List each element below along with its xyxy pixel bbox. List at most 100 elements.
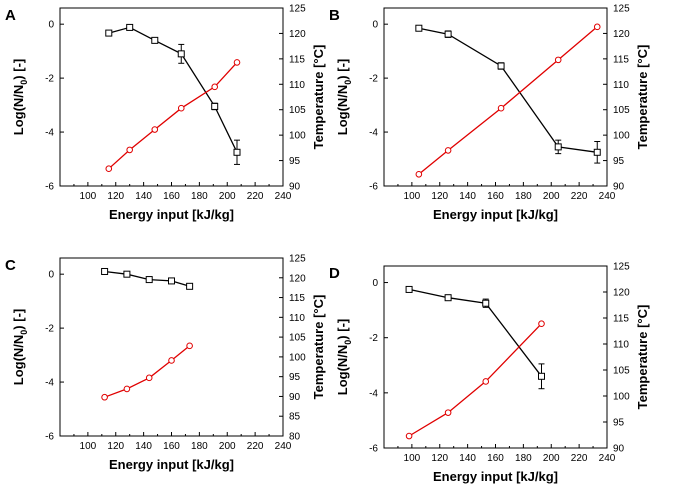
temperature-line: [104, 345, 191, 398]
x-tick-label: 220: [247, 441, 264, 452]
y-left-tick-label: -4: [369, 128, 378, 139]
y-right-tick-label: 110: [289, 313, 305, 324]
x-tick-label: 240: [599, 191, 616, 202]
x-tick-label: 180: [191, 441, 208, 452]
plot-frame: [383, 265, 608, 449]
log-reduction-point: [233, 148, 241, 156]
x-axis-title: Energy input [kJ/kg]: [433, 207, 558, 222]
y-right-axis-title: Temperature [°C]: [635, 305, 650, 410]
y-right-tick-label: 125: [289, 254, 306, 265]
panel-label: D: [329, 265, 340, 282]
temperature-point: [105, 165, 113, 173]
temperature-point: [593, 23, 601, 31]
y-left-tick-label: 0: [48, 270, 54, 281]
x-axis-title: Energy input [kJ/kg]: [109, 207, 234, 222]
y-right-tick-label: 95: [289, 372, 301, 383]
y-right-tick-label: 95: [613, 418, 625, 429]
log-reduction-point: [554, 143, 562, 151]
y-right-tick-label: 115: [613, 314, 629, 325]
y-left-tick-label: -4: [45, 128, 54, 139]
y-left-tick-label: -2: [45, 74, 54, 85]
temperature-line: [108, 61, 238, 170]
y-right-tick-label: 105: [289, 105, 306, 116]
log-reduction-point: [168, 277, 175, 285]
x-tick-label: 220: [247, 191, 264, 202]
y-left-tick-label: -2: [369, 333, 378, 344]
temperature-point: [211, 83, 219, 91]
y-right-tick-label: 90: [289, 392, 301, 403]
y-right-tick-label: 110: [289, 80, 305, 91]
x-tick-label: 240: [275, 191, 292, 202]
log-reduction-point: [105, 29, 113, 37]
log-reduction-point: [482, 299, 490, 307]
panel-d: D 100 120 140 160 180 200 220 240 0 -2 -4 -6 90 95 100 1…: [329, 262, 650, 485]
x-tick-label: 120: [107, 191, 124, 202]
x-tick-label: 160: [487, 191, 504, 202]
x-tick-label: 180: [191, 191, 208, 202]
temperature-point: [168, 357, 175, 364]
temperature-point: [177, 104, 185, 112]
log-reduction-point: [415, 24, 423, 32]
y-right-tick-label: 120: [613, 29, 630, 40]
y-right-tick-label: 125: [613, 262, 630, 273]
temperature-point: [186, 342, 193, 350]
x-tick-label: 180: [515, 191, 532, 202]
y-right-tick-label: 110: [613, 340, 629, 351]
y-right-tick-label: 125: [289, 4, 306, 15]
y-right-tick-label: 110: [613, 80, 629, 91]
y-left-tick-label: 0: [48, 20, 54, 31]
x-tick-label: 180: [515, 453, 532, 464]
temperature-point: [444, 147, 452, 154]
y-left-axis-title: Log(N/N0) [-]: [11, 309, 29, 386]
y-right-tick-label: 100: [289, 352, 306, 363]
temperature-point: [101, 393, 108, 401]
x-tick-label: 240: [599, 453, 616, 464]
y-left-tick-label: -4: [45, 378, 54, 389]
x-tick-label: 160: [163, 191, 180, 202]
x-tick-label: 200: [543, 453, 560, 464]
y-right-tick-label: 105: [613, 105, 630, 116]
y-right-tick-label: 90: [613, 444, 625, 455]
temperature-point: [497, 104, 505, 112]
y-right-tick-label: 105: [289, 333, 306, 344]
x-tick-label: 140: [459, 191, 476, 202]
y-right-tick-label: 90: [613, 182, 625, 193]
x-tick-label: 240: [275, 441, 292, 452]
y-right-axis-title: Temperature [°C]: [635, 45, 650, 150]
y-left-tick-label: 0: [372, 20, 378, 31]
x-tick-label: 200: [543, 191, 560, 202]
log-reduction-line: [418, 27, 598, 153]
x-tick-label: 100: [80, 191, 97, 202]
y-left-tick-label: -6: [45, 182, 54, 193]
temperature-point: [126, 146, 133, 154]
y-right-tick-label: 100: [613, 131, 630, 142]
log-reduction-point: [537, 372, 545, 380]
log-reduction-point: [405, 285, 413, 293]
x-tick-label: 100: [80, 441, 97, 452]
x-axis-title: Energy input [kJ/kg]: [109, 457, 234, 472]
plot-frame: [59, 257, 284, 437]
x-tick-label: 200: [219, 441, 236, 452]
x-tick-label: 100: [404, 191, 421, 202]
y-left-tick-label: -2: [45, 324, 54, 335]
log-reduction-point: [145, 276, 153, 284]
temperature-point: [151, 126, 159, 133]
log-reduction-point: [444, 30, 452, 38]
panel-label: C: [5, 257, 16, 274]
log-reduction-line: [408, 288, 543, 377]
y-right-tick-label: 100: [289, 131, 306, 142]
x-tick-label: 160: [487, 453, 504, 464]
log-reduction-point: [151, 36, 159, 44]
log-reduction-point: [593, 148, 601, 156]
y-left-tick-label: -6: [369, 182, 378, 193]
y-right-tick-label: 100: [613, 392, 630, 403]
temperature-point: [233, 59, 241, 66]
temperature-line: [408, 323, 542, 437]
y-left-tick-label: -6: [369, 444, 378, 455]
panel-b: B 100 120 140 160 180 200 220 240 0 -2 -4 -6 90 95 100 1…: [329, 4, 650, 223]
temperature-point: [405, 432, 413, 440]
y-right-tick-label: 120: [289, 273, 306, 284]
temperature-point: [538, 320, 545, 328]
x-tick-label: 120: [431, 191, 448, 202]
x-tick-label: 100: [404, 453, 421, 464]
